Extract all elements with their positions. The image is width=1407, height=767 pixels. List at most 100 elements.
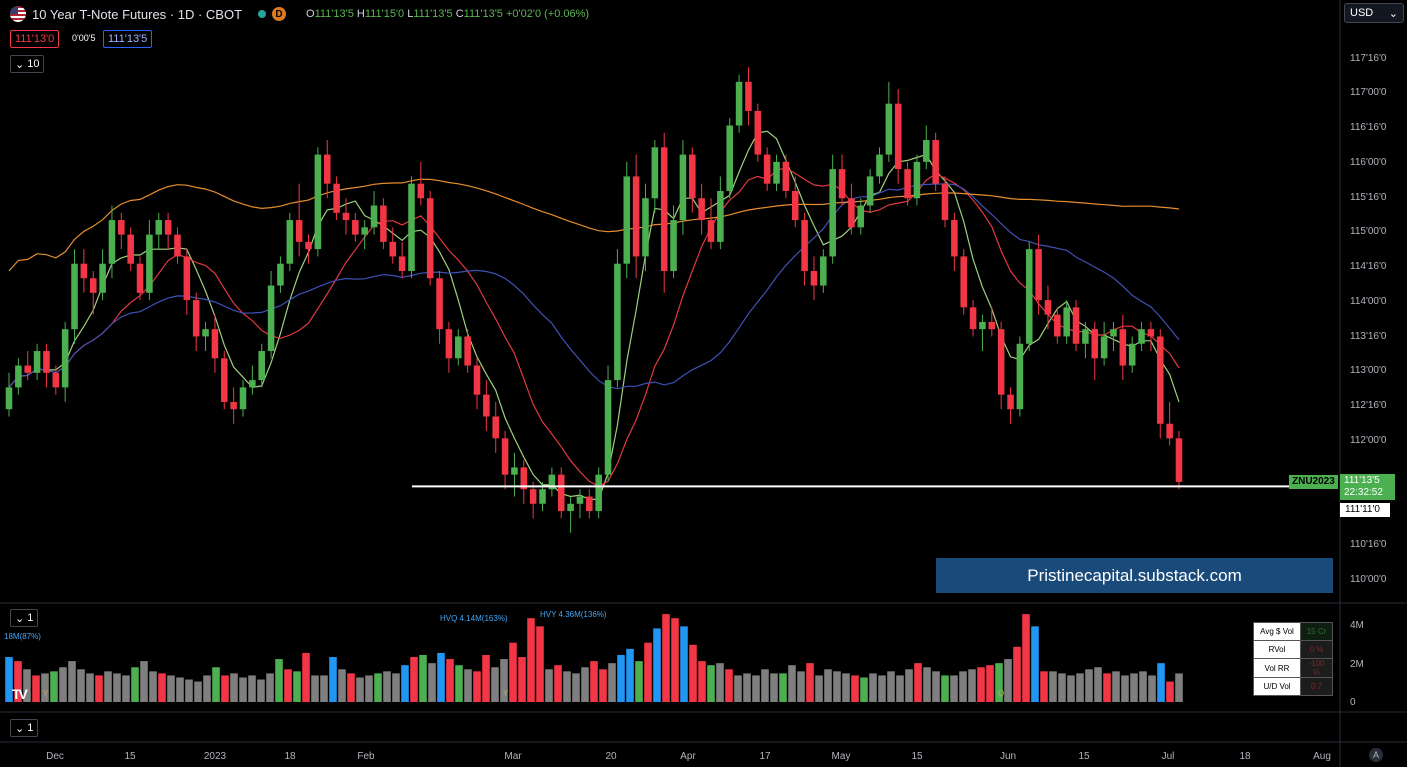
candle-body[interactable] — [221, 358, 228, 402]
volume-bar[interactable] — [248, 675, 256, 702]
volume-bar[interactable] — [1139, 671, 1147, 702]
candle-body[interactable] — [492, 416, 499, 439]
volume-bar[interactable] — [509, 642, 517, 702]
volume-bar[interactable] — [1085, 669, 1093, 702]
volume-bar[interactable] — [473, 671, 481, 702]
candle-body[interactable] — [1138, 329, 1145, 344]
candle-body[interactable] — [670, 220, 677, 271]
candle-body[interactable] — [249, 380, 256, 388]
volume-bar[interactable] — [230, 673, 238, 702]
moving-average-blue-line[interactable] — [8, 183, 1180, 390]
symbol-title[interactable]: 10 Year T-Note Futures · 1D · CBOT — [32, 6, 243, 22]
candle-body[interactable] — [689, 154, 696, 199]
candle-body[interactable] — [61, 329, 69, 388]
volume-bar[interactable] — [500, 659, 508, 702]
volume-bar[interactable] — [1031, 626, 1039, 702]
volume-bar[interactable] — [635, 661, 643, 702]
volume-bar[interactable] — [95, 675, 103, 702]
moving-average-red-line[interactable] — [8, 167, 1180, 487]
volume-bar[interactable] — [734, 675, 742, 702]
candle-body[interactable] — [997, 329, 1005, 395]
volume-bar[interactable] — [347, 673, 355, 702]
volume-bar[interactable] — [284, 669, 292, 702]
volume-bar[interactable] — [1076, 673, 1084, 702]
candle-body[interactable] — [323, 154, 331, 184]
candle-body[interactable] — [127, 234, 134, 264]
volume-bar[interactable] — [203, 675, 211, 702]
candle-body[interactable] — [71, 263, 78, 330]
candle-body[interactable] — [1016, 343, 1024, 410]
volume-bar[interactable] — [32, 675, 40, 702]
candle-body[interactable] — [988, 321, 996, 330]
volume-bar[interactable] — [896, 675, 904, 702]
volume-bar[interactable] — [1040, 671, 1048, 702]
volume-bar[interactable] — [410, 657, 418, 702]
candle-body[interactable] — [108, 220, 116, 264]
volume-bar[interactable] — [446, 659, 454, 702]
candle-body[interactable] — [295, 220, 303, 242]
volume-bar[interactable] — [698, 661, 706, 702]
candle-body[interactable] — [557, 474, 565, 512]
volume-bar[interactable] — [149, 671, 157, 702]
volume-bar[interactable] — [104, 671, 112, 702]
volume-bar[interactable] — [572, 673, 580, 702]
candle-body[interactable] — [267, 285, 275, 352]
volume-bar[interactable] — [50, 671, 58, 702]
delayed-badge[interactable]: D — [272, 7, 287, 21]
candle-body[interactable] — [314, 154, 322, 250]
volume-bar[interactable] — [266, 673, 274, 702]
candle-body[interactable] — [408, 183, 415, 271]
candle-body[interactable] — [529, 489, 537, 504]
volume-bar[interactable] — [482, 654, 490, 702]
candle-body[interactable] — [773, 161, 780, 184]
volume-bar[interactable] — [185, 679, 193, 702]
candle-body[interactable] — [1166, 423, 1173, 439]
candle-body[interactable] — [1035, 249, 1042, 301]
volume-bar[interactable] — [689, 644, 697, 702]
candle-body[interactable] — [763, 154, 771, 184]
volume-bar[interactable] — [1094, 667, 1102, 702]
buy-price-button[interactable]: 111'13'5 — [103, 30, 153, 48]
candle-body[interactable] — [239, 387, 247, 410]
candle-body[interactable] — [380, 205, 387, 242]
volume-bar[interactable] — [986, 665, 994, 702]
volume-bar[interactable] — [959, 671, 967, 702]
volume-bar[interactable] — [779, 673, 787, 702]
candle-body[interactable] — [164, 220, 172, 235]
volume-bar[interactable] — [365, 675, 373, 702]
candle-body[interactable] — [604, 380, 612, 475]
volume-bar[interactable] — [68, 661, 76, 702]
volume-bar[interactable] — [1049, 671, 1057, 702]
volume-bar[interactable] — [464, 669, 472, 702]
candle-body[interactable] — [791, 190, 799, 221]
volume-bar[interactable] — [878, 675, 886, 702]
volume-bar[interactable] — [320, 675, 328, 702]
volume-bar[interactable] — [1121, 675, 1129, 702]
volume-bar[interactable] — [122, 675, 130, 702]
volume-bar[interactable] — [1157, 663, 1165, 702]
volume-bar[interactable] — [14, 661, 22, 702]
currency-select[interactable]: USD ⌄ — [1344, 3, 1404, 23]
volume-bar[interactable] — [1022, 614, 1030, 702]
volume-bar[interactable] — [77, 669, 85, 702]
volume-bar[interactable] — [860, 677, 868, 702]
volume-bar[interactable] — [869, 673, 877, 702]
volume-bar[interactable] — [257, 679, 265, 702]
candle-body[interactable] — [941, 183, 949, 221]
volume-bar[interactable] — [1067, 675, 1075, 702]
candle-body[interactable] — [455, 336, 462, 359]
candle-body[interactable] — [333, 183, 340, 213]
candle-body[interactable] — [1082, 329, 1089, 344]
candle-body[interactable] — [932, 140, 939, 184]
volume-bar[interactable] — [851, 675, 859, 702]
candle-body[interactable] — [848, 198, 855, 228]
candle-body[interactable] — [539, 489, 546, 504]
candle-body[interactable] — [698, 198, 705, 221]
volume-bar[interactable] — [833, 671, 841, 702]
volume-bar[interactable] — [221, 675, 229, 702]
candle-body[interactable] — [745, 81, 752, 111]
volume-bar[interactable] — [914, 663, 922, 702]
candle-body[interactable] — [1110, 329, 1117, 337]
candle-body[interactable] — [183, 256, 191, 301]
volume-bar[interactable] — [158, 673, 166, 702]
